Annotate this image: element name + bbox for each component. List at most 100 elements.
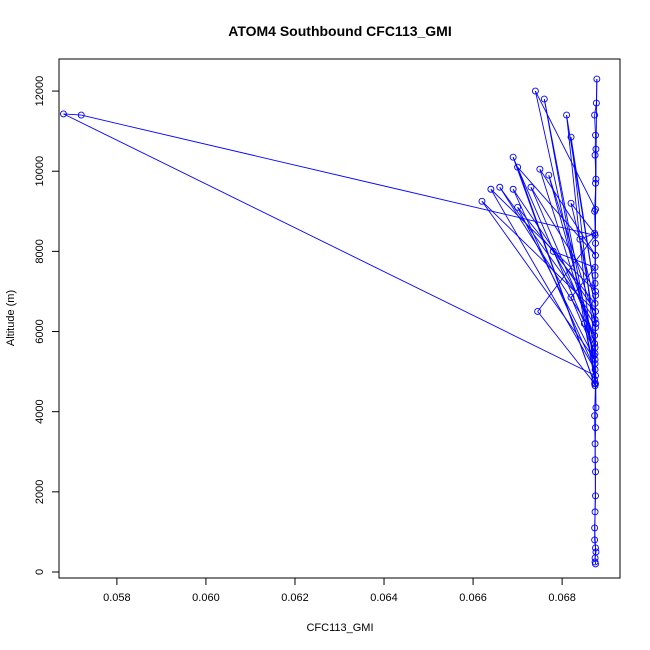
- data-point: [592, 251, 599, 259]
- data-point: [591, 300, 599, 307]
- data-point: [592, 292, 599, 299]
- data-point: [592, 372, 599, 380]
- data-point: [592, 424, 599, 432]
- y-axis-label: Altitude (m): [5, 290, 17, 346]
- series-line-segment: [570, 267, 596, 298]
- series-lines: [63, 79, 598, 565]
- plot-frame: [58, 58, 621, 579]
- x-tick-label: 0.066: [459, 592, 487, 604]
- y-axis: 0 2000 4000 6000 8000 10000 12000: [34, 76, 60, 575]
- series-line-segment: [570, 137, 596, 296]
- data-point: [592, 175, 600, 183]
- series-line-segment: [537, 235, 596, 312]
- data-point: [563, 111, 571, 119]
- data-point: [591, 316, 599, 323]
- data-point: [591, 536, 599, 544]
- data-point: [591, 456, 599, 464]
- y-tick-label: 4000: [34, 399, 46, 423]
- data-point: [592, 179, 599, 187]
- data-point: [531, 87, 539, 95]
- series-line-segment: [530, 187, 596, 292]
- data-point: [580, 320, 588, 327]
- data-point: [592, 287, 599, 295]
- series-line-segment: [490, 188, 596, 292]
- data-point: [514, 203, 522, 211]
- data-point: [496, 183, 504, 191]
- series-line-segment: [63, 113, 596, 377]
- data-point: [591, 440, 599, 448]
- series-line-segment: [583, 323, 596, 354]
- y-tick-label: 2000: [34, 480, 46, 504]
- data-point: [514, 163, 522, 171]
- series-line-segment: [481, 201, 596, 360]
- x-tick-label: 0.058: [103, 592, 131, 604]
- series-line-segment: [512, 188, 596, 312]
- data-point: [591, 332, 599, 339]
- data-point: [77, 111, 85, 119]
- data-point: [591, 111, 599, 119]
- data-point: [478, 197, 486, 205]
- series-line-segment: [570, 203, 595, 234]
- data-point: [536, 165, 544, 173]
- data-point: [592, 404, 600, 412]
- data-point: [567, 199, 575, 207]
- data-point: [509, 153, 517, 161]
- data-point: [593, 75, 601, 83]
- data-point: [509, 185, 517, 193]
- data-point: [592, 320, 600, 327]
- data-point: [592, 544, 599, 552]
- series-line-segment: [535, 90, 596, 210]
- y-tick-label: 10000: [34, 156, 46, 187]
- data-point: [592, 324, 599, 331]
- series-line-segment: [530, 187, 596, 336]
- data-point: [592, 99, 600, 107]
- y-tick-label: 0: [34, 569, 46, 575]
- x-axis: 0.058 0.060 0.062 0.064 0.066 0.068: [103, 577, 576, 604]
- series-line-segment: [570, 137, 596, 348]
- series-line-segment: [594, 275, 597, 408]
- data-point: [591, 340, 599, 347]
- series-line-segment: [570, 203, 596, 304]
- data-point: [592, 205, 599, 213]
- data-point: [591, 524, 599, 532]
- data-point: [545, 171, 553, 179]
- series-points: [60, 75, 601, 568]
- series-line-segment: [594, 103, 597, 116]
- data-point: [592, 492, 599, 500]
- series-line-segment: [570, 297, 596, 354]
- data-point: [591, 231, 599, 239]
- data-point: [549, 247, 557, 255]
- series-line-segment: [81, 114, 596, 236]
- series-line-segment: [517, 207, 596, 304]
- series-line-segment: [553, 250, 596, 268]
- data-point: [527, 183, 535, 191]
- y-tick-label: 8000: [34, 239, 46, 263]
- data-point: [567, 294, 575, 301]
- data-point: [592, 308, 599, 315]
- data-point: [60, 110, 67, 118]
- x-tick-label: 0.064: [370, 592, 398, 604]
- series-line-segment: [594, 495, 596, 528]
- data-point: [592, 145, 600, 153]
- series-line-segment: [499, 186, 596, 320]
- series-line-segment: [537, 311, 595, 384]
- data-point: [592, 239, 599, 247]
- data-point: [591, 271, 599, 279]
- data-point: [591, 380, 599, 388]
- x-tick-label: 0.068: [548, 592, 576, 604]
- data-point: [591, 412, 599, 420]
- series-line-segment: [552, 251, 596, 328]
- data-point: [592, 131, 599, 139]
- x-tick-label: 0.060: [192, 592, 220, 604]
- series-line-segment: [548, 175, 596, 344]
- data-point: [534, 308, 542, 315]
- data-point: [576, 235, 584, 243]
- series-line-segment: [517, 207, 596, 360]
- data-point: [591, 508, 599, 516]
- y-tick-label: 12000: [34, 76, 46, 107]
- series-line-segment: [499, 187, 596, 336]
- series-line-segment: [539, 168, 596, 256]
- chart-title: ATOM4 Southbound CFC113_GMI: [228, 23, 452, 39]
- y-tick-label: 6000: [34, 319, 46, 343]
